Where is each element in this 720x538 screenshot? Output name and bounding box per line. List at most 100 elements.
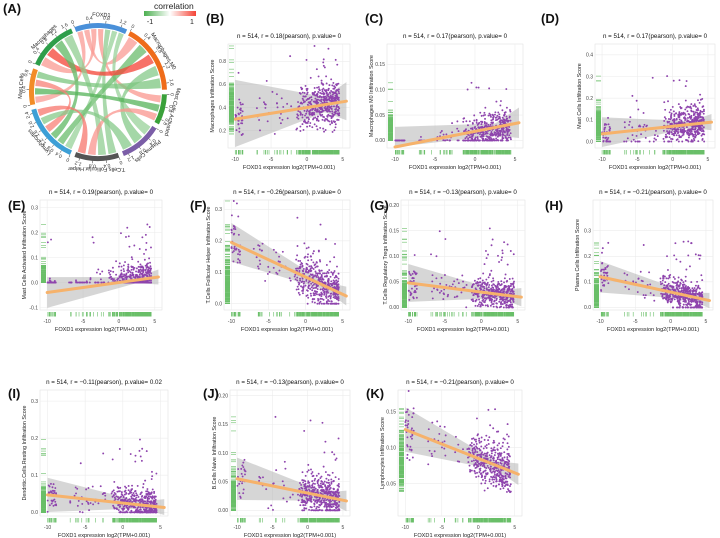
data-point	[127, 235, 130, 238]
data-point	[481, 282, 484, 285]
data-point	[491, 238, 494, 241]
data-point	[314, 487, 317, 490]
data-point	[331, 130, 334, 133]
data-point	[506, 263, 509, 266]
data-point	[151, 475, 154, 478]
data-point	[677, 296, 680, 299]
data-point	[505, 106, 508, 109]
data-point	[676, 300, 679, 303]
data-point	[306, 91, 309, 94]
data-point	[642, 244, 645, 246]
data-point	[323, 106, 326, 109]
data-point	[299, 279, 302, 282]
data-point	[669, 295, 672, 298]
x-tick-label: 5	[159, 525, 162, 531]
chord-link-16	[37, 105, 88, 154]
data-point	[311, 284, 314, 287]
data-point	[320, 302, 323, 305]
data-point	[307, 116, 309, 119]
data-point	[316, 288, 319, 290]
data-point	[293, 275, 296, 278]
data-point	[487, 253, 489, 256]
data-point	[317, 297, 319, 300]
x-axis-label: FOXD1 expression log2(TPM+0.001)	[243, 165, 335, 171]
data-point	[325, 98, 327, 101]
legend-max-label: 1	[190, 19, 194, 26]
data-point	[97, 281, 100, 284]
data-point	[328, 501, 331, 504]
data-point	[145, 450, 148, 453]
data-point	[140, 495, 143, 498]
data-point	[321, 480, 324, 483]
data-point	[337, 494, 340, 496]
data-point	[317, 86, 320, 89]
data-point	[494, 131, 497, 134]
x-tick-label: 0	[669, 319, 672, 325]
data-point	[131, 258, 134, 261]
data-point	[505, 129, 508, 132]
data-point	[504, 298, 507, 301]
data-point	[145, 495, 148, 497]
data-point	[338, 114, 341, 117]
legend-min-label: -1	[147, 19, 153, 26]
data-point	[328, 484, 331, 486]
chord-sector-name: Mast.Cells	[18, 73, 26, 99]
data-point	[668, 130, 671, 133]
data-point	[335, 275, 337, 278]
data-point	[663, 286, 665, 289]
data-point	[237, 258, 240, 261]
data-point	[301, 471, 304, 474]
chord-link-5	[65, 30, 118, 150]
data-point	[699, 125, 702, 128]
data-point	[144, 264, 147, 267]
data-point	[135, 508, 138, 511]
data-point	[330, 506, 333, 509]
data-point	[673, 254, 676, 257]
data-point	[322, 482, 325, 485]
data-point	[242, 492, 245, 495]
data-point	[410, 292, 413, 295]
data-point	[325, 272, 328, 275]
data-point	[47, 484, 50, 487]
data-point	[308, 508, 311, 511]
data-point	[237, 215, 240, 218]
data-point	[301, 91, 304, 94]
data-point	[479, 281, 481, 284]
data-point	[302, 286, 305, 289]
data-point	[333, 453, 336, 456]
data-point	[327, 479, 330, 481]
data-point	[668, 136, 671, 139]
data-point	[281, 480, 284, 483]
x-tick-label: -5	[635, 157, 640, 163]
data-point	[435, 255, 438, 258]
data-point	[318, 294, 321, 297]
chord-sector-name: Plasma.Cells	[133, 138, 162, 163]
data-point	[330, 78, 333, 81]
x-tick-label: -5	[270, 525, 275, 531]
data-point	[688, 297, 691, 300]
data-point	[624, 285, 627, 288]
data-point	[649, 283, 652, 286]
data-point	[493, 300, 496, 303]
x-tick-label: -10	[228, 319, 235, 325]
chord-tick-label: 0.4	[21, 86, 27, 93]
data-point	[457, 282, 460, 285]
data-point	[684, 99, 687, 102]
data-point	[317, 483, 320, 486]
data-point	[146, 511, 149, 514]
data-point	[136, 275, 139, 278]
data-point	[311, 114, 314, 117]
data-point	[323, 89, 326, 92]
data-point	[678, 121, 680, 123]
data-point	[301, 280, 304, 283]
data-point	[238, 492, 241, 495]
data-point	[328, 96, 331, 99]
data-point	[333, 105, 335, 108]
data-point	[493, 296, 496, 299]
data-point	[494, 116, 497, 119]
data-point	[258, 479, 261, 482]
data-point	[313, 489, 316, 492]
data-point	[273, 132, 276, 135]
data-point	[694, 127, 697, 129]
panel-label: (F)	[190, 198, 207, 213]
